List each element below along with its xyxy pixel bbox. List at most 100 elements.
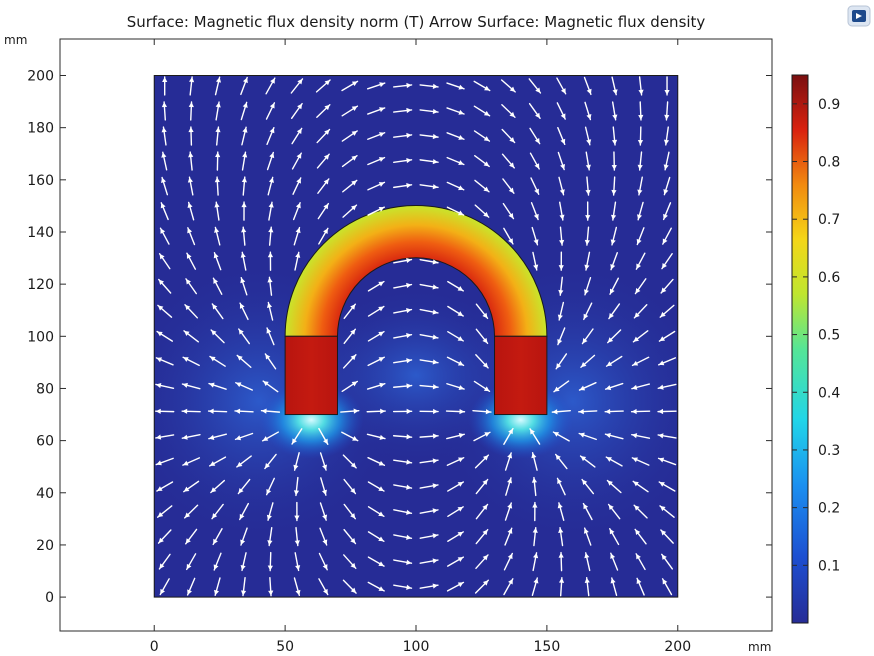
field-arrow-head [266,327,272,334]
field-arrow-head [662,578,668,585]
field-arrow-head [324,129,330,135]
field-arrow-head [606,457,612,462]
field-arrow-head [659,482,665,487]
colorbar-tick-label: 0.4 [818,385,840,401]
field-arrow-head [267,565,273,571]
field-arrow-head [660,530,667,536]
field-arrow-head [579,385,586,391]
field-arrow-head [406,107,412,114]
field-arrow-head [533,239,539,245]
field-arrow-head [457,311,464,317]
field-arrow-head [188,101,194,108]
field-arrow-head [611,164,617,171]
field-arrow-head [636,578,642,585]
field-arrow-head [378,460,385,466]
field-arrow-head [661,263,667,269]
field-arrow-head [380,408,386,414]
field-arrow-head [161,127,167,133]
field-arrow-head [558,577,565,583]
field-arrow-head [658,384,664,390]
field-arrow-head [378,157,385,162]
field-arrow-head [322,464,328,471]
field-arrow-head [209,461,216,466]
magnet-right-leg [494,335,548,416]
field-arrow-head [350,562,356,569]
y-tick-label: 120 [27,277,54,293]
field-arrow-head [353,408,359,414]
field-arrow-head [584,289,589,295]
field-arrow-head [636,238,642,245]
field-arrow-head [262,436,269,441]
field-arrow-head [484,85,490,91]
field-arrow-head [508,187,514,194]
y-tick-label: 180 [27,121,54,137]
y-tick-label: 200 [27,69,54,85]
field-arrow-head [482,455,489,461]
field-arrow-head [533,264,539,270]
field-arrow-head [294,515,300,521]
field-arrow-head [535,87,541,93]
field-arrow-head [507,477,513,484]
field-arrow-head [637,139,644,146]
field-arrow-head [268,177,274,183]
field-arrow-head [432,433,439,439]
field-arrow-head [660,311,666,318]
x-unit-label: mm [748,640,771,654]
field-arrow-head [483,211,489,218]
field-arrow-head [664,114,670,120]
field-arrow-head [432,583,438,589]
field-arrow-head [267,540,273,546]
field-arrow-head [296,128,302,135]
field-arrow-head [632,457,638,463]
field-arrow-head [634,312,640,318]
field-arrow-head [268,590,274,596]
field-arrow-head [239,513,245,520]
field-arrow-head [583,503,589,510]
field-arrow-head [607,337,614,343]
field-arrow-head [183,357,189,362]
field-arrow-head [583,313,589,320]
field-arrow-head [187,589,192,595]
field-arrow-head [432,309,438,315]
field-arrow-head [185,538,191,544]
field-arrow-head [457,557,464,562]
field-arrow-head [432,284,438,290]
field-arrow-head [322,539,328,545]
y-axis: 0 20 40 60 80 100 120 140 160 180 200 [27,69,772,606]
field-arrow-head [485,409,491,415]
field-arrow-head [406,307,412,314]
field-arrow-head [324,79,331,86]
field-arrow-head [433,408,439,415]
field-arrow-head [378,586,385,591]
y-unit-label: mm [4,33,27,47]
field-arrow-head [484,432,490,437]
field-arrow-head [663,189,669,195]
x-tick-label: 200 [664,639,691,655]
field-arrow-head [611,139,618,145]
field-arrow-head [351,130,358,136]
field-arrow-head [611,189,617,196]
field-arrow-head [482,554,488,561]
field-arrow-head [612,89,618,95]
field-arrow-head [188,127,194,133]
field-arrow-head [406,82,412,89]
field-arrow-head [235,408,241,414]
field-arrow-head [578,409,584,415]
field-arrow-head [534,188,539,195]
field-arrow-head [457,210,464,216]
field-arrow-head [557,502,563,509]
field-arrow-head [557,314,563,321]
field-arrow-head [214,589,220,596]
field-arrow-head [533,578,539,584]
field-arrow-head [241,177,247,183]
field-arrow-head [534,163,540,169]
magnet-left-leg [284,335,338,416]
field-arrow-head [661,287,667,293]
field-arrow-head [295,589,301,596]
field-arrow-head [660,505,666,512]
field-arrow-head [631,433,638,439]
field-arrow-head [156,357,163,363]
field-arrow-head [236,461,243,467]
field-arrow-head [635,288,641,294]
field-arrow-head [292,438,297,445]
